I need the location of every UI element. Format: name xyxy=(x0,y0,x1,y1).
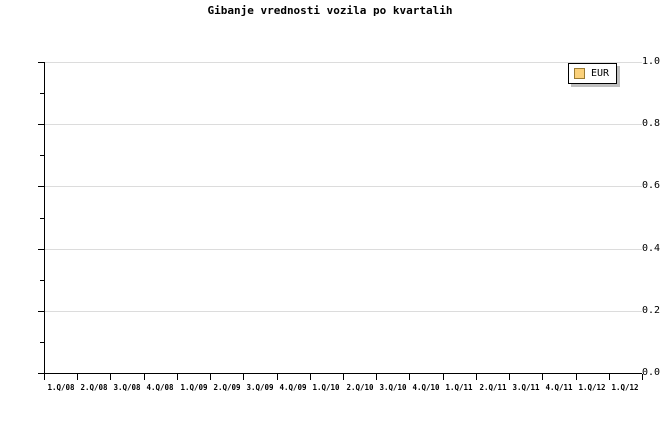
x-axis-tick xyxy=(44,374,45,380)
x-axis-tick-label: 3.Q/08 xyxy=(113,383,141,392)
x-axis-tick-label: 3.Q/09 xyxy=(246,383,274,392)
gridline xyxy=(44,124,642,125)
x-axis-tick-label: 4.Q/08 xyxy=(146,383,174,392)
x-axis-tick xyxy=(110,374,111,380)
legend-swatch-eur xyxy=(574,68,585,79)
x-axis-tick xyxy=(210,374,211,380)
x-axis-tick xyxy=(243,374,244,380)
y-axis-tick-label: 0.4 xyxy=(641,243,660,254)
y-axis-tick-major xyxy=(38,186,44,187)
y-axis-tick-label: 0.0 xyxy=(641,367,660,378)
y-axis-tick-label: 0.8 xyxy=(641,118,660,129)
legend-label-eur: EUR xyxy=(591,68,610,79)
x-axis-tick-label: 1.Q/11 xyxy=(445,383,473,392)
x-axis-tick xyxy=(376,374,377,380)
x-axis-tick-label: 1.Q/08 xyxy=(47,383,75,392)
x-axis-tick-label: 2.Q/09 xyxy=(213,383,241,392)
y-axis-line xyxy=(44,62,45,374)
x-axis-tick-label: 3.Q/10 xyxy=(379,383,407,392)
x-axis-tick-label: 1.Q/12 xyxy=(578,383,606,392)
legend[interactable]: EUR xyxy=(568,63,618,84)
x-axis-tick xyxy=(409,374,410,380)
x-axis-tick-label: 4.Q/10 xyxy=(412,383,440,392)
chart-title: Gibanje vrednosti vozila po kvartalih xyxy=(207,4,453,17)
x-axis-tick-label: 2.Q/10 xyxy=(346,383,374,392)
x-axis-tick xyxy=(343,374,344,380)
y-axis-tick-label: 0.2 xyxy=(641,305,660,316)
y-axis-tick-major xyxy=(38,249,44,250)
x-axis-tick xyxy=(277,374,278,380)
y-axis-tick-minor xyxy=(40,218,44,219)
y-axis-tick-major xyxy=(38,311,44,312)
y-axis-tick-major xyxy=(38,373,44,374)
x-axis-tick xyxy=(310,374,311,380)
x-axis-tick-label: 1.Q/12 xyxy=(611,383,639,392)
series-layer xyxy=(44,62,642,373)
x-axis-tick-label: 4.Q/11 xyxy=(545,383,573,392)
plot-area xyxy=(44,62,642,373)
x-axis-tick xyxy=(77,374,78,380)
x-axis-tick xyxy=(576,374,577,380)
y-axis-tick-major xyxy=(38,62,44,63)
x-axis-line xyxy=(44,373,642,374)
y-axis-tick-label: 0.6 xyxy=(641,180,660,191)
x-axis-tick xyxy=(542,374,543,380)
x-axis-tick xyxy=(177,374,178,380)
y-axis-tick-label: 1.0 xyxy=(641,56,660,67)
gridline xyxy=(44,186,642,187)
x-axis-tick-label: 2.Q/08 xyxy=(80,383,108,392)
x-axis-tick xyxy=(609,374,610,380)
y-axis-tick-minor xyxy=(40,342,44,343)
x-axis-tick xyxy=(509,374,510,380)
gridline xyxy=(44,311,642,312)
y-axis-tick-minor xyxy=(40,155,44,156)
gridline xyxy=(44,249,642,250)
x-axis-tick-label: 2.Q/11 xyxy=(479,383,507,392)
x-axis-tick xyxy=(443,374,444,380)
y-axis-tick-minor xyxy=(40,93,44,94)
x-axis-tick-label: 1.Q/09 xyxy=(180,383,208,392)
x-axis-tick-label: 3.Q/11 xyxy=(512,383,540,392)
x-axis-tick-label: 1.Q/10 xyxy=(312,383,340,392)
x-axis-tick xyxy=(642,374,643,380)
x-axis-tick xyxy=(476,374,477,380)
y-axis-tick-major xyxy=(38,124,44,125)
x-axis-tick-label: 4.Q/09 xyxy=(279,383,307,392)
series-svg xyxy=(44,62,642,373)
y-axis-tick-minor xyxy=(40,280,44,281)
x-axis-tick xyxy=(144,374,145,380)
gridline xyxy=(44,62,642,63)
